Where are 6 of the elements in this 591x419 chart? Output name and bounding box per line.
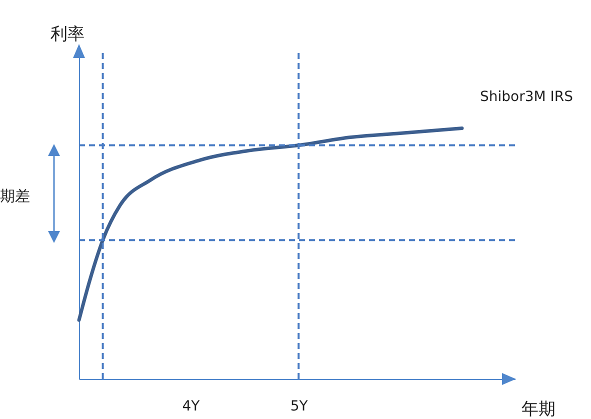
x-tick-label: 5Y (290, 398, 308, 414)
x-axis-title: 年期 (522, 400, 556, 419)
text: 期差 (0, 187, 30, 205)
y-axis-title: 利率 (50, 24, 84, 44)
text: Shibor3M IRS (480, 89, 574, 105)
x-tick-label: 4Y (182, 398, 200, 414)
